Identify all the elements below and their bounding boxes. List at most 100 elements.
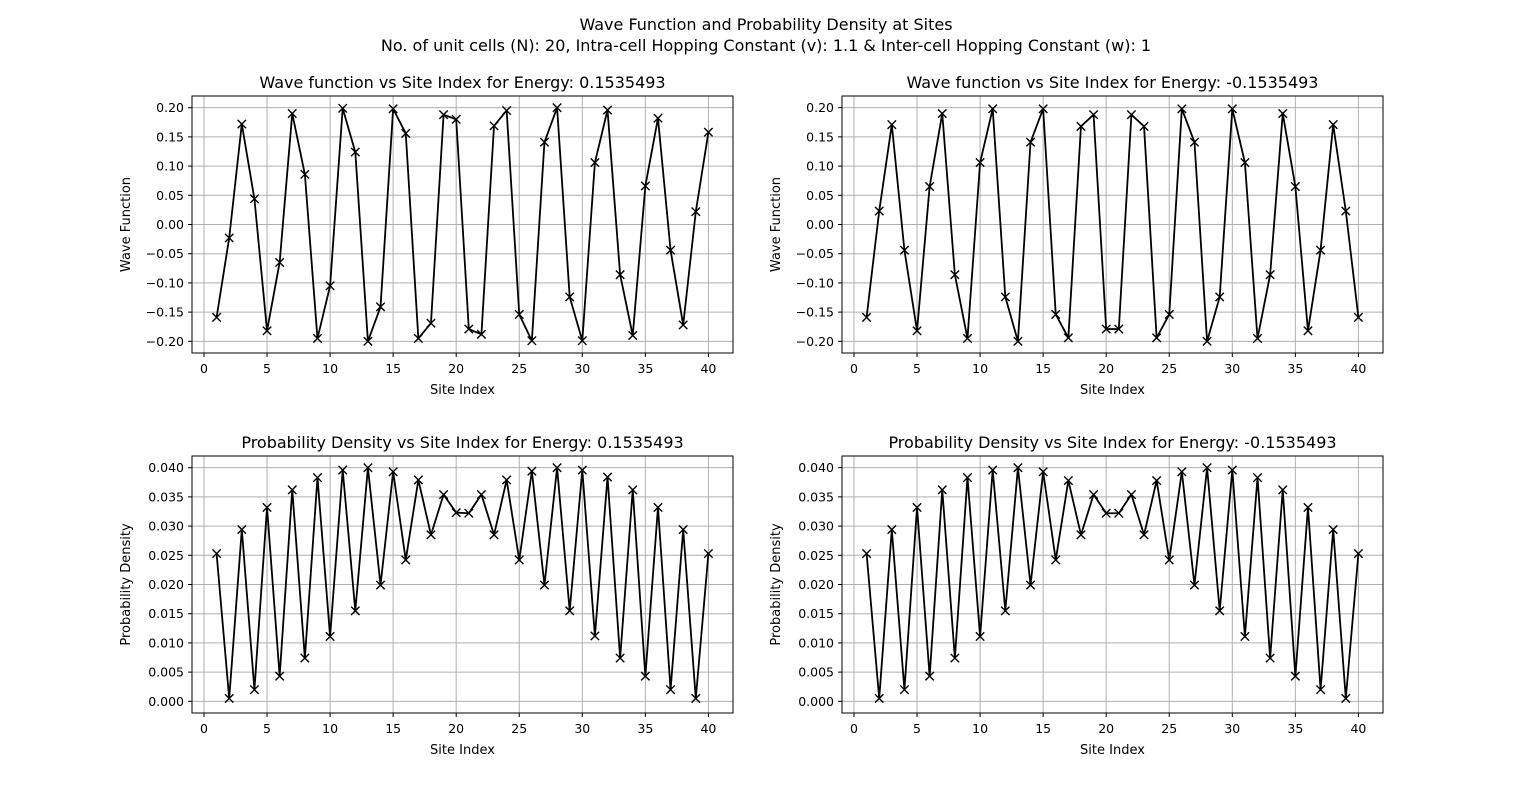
panel-0-data-point-25 (514, 309, 524, 320)
panel-1-data-point-25 (1164, 309, 1174, 320)
panel-0-data-point-30 (577, 336, 587, 346)
panel-3-data-point-29 (1214, 606, 1225, 616)
panel-3-title: Probability Density vs Site Index for En… (888, 433, 1336, 452)
panel-3-data-point-17 (1063, 475, 1074, 486)
panel-3-data-point-24 (1151, 475, 1162, 486)
panel-3-data-point-6 (924, 671, 935, 681)
panel-1-data-point-1 (861, 312, 872, 323)
panel-0-data-point-26 (527, 336, 537, 346)
panel-2-y-tick-label-0: 0.000 (148, 694, 184, 709)
panel-1-data-point-12 (1000, 292, 1011, 302)
panel-0-data-point-31 (590, 157, 600, 168)
panel-0-x-tick-label-2: 10 (322, 361, 338, 376)
panel-3-data-point-4 (899, 684, 910, 695)
panel-0-y-tick-label-6: 0.10 (156, 159, 184, 174)
panel-3-data-point-22 (1126, 489, 1137, 500)
panel-1-x-tick-label-8: 40 (1350, 361, 1366, 376)
panel-2-y-tick-label-3: 0.015 (148, 606, 184, 621)
panel-1-data-point-40 (1353, 312, 1364, 323)
figure-suptitle-line1: Wave Function and Probability Density at… (579, 15, 952, 34)
panel-0-data-point-7 (287, 108, 297, 119)
panel-3-data-point-9 (962, 472, 973, 483)
panel-1-x-tick-label-4: 20 (1098, 361, 1114, 376)
panel-2-data-point-23 (489, 530, 499, 540)
panel-1-data-point-2 (874, 206, 884, 216)
panel-0-data-point-16 (401, 128, 411, 139)
panel-0-y-tick-label-7: 0.15 (156, 129, 184, 144)
panel-3-y-tick-label-6: 0.030 (798, 519, 834, 534)
panel-3-data-point-3 (887, 524, 897, 535)
panel-3-y-axis-label: Probability Density (769, 523, 784, 646)
panel-0-data-point-14 (375, 302, 386, 312)
panel-0-data-point-24 (501, 105, 512, 116)
panel-0-data-point-11 (338, 103, 348, 113)
panel-0-data-point-15 (388, 104, 398, 114)
panel-1-data-point-28 (1202, 336, 1212, 347)
panel-3-data-point-23 (1139, 530, 1149, 540)
panel-3-data-point-32 (1252, 472, 1263, 483)
panel-3-data-point-16 (1051, 555, 1061, 565)
panel-2-data-point-9 (312, 472, 323, 483)
panel-1-data-point-31 (1240, 157, 1250, 168)
panel-2-data-point-34 (628, 485, 638, 495)
panel-0-title: Wave function vs Site Index for Energy: … (259, 73, 665, 92)
panel-1-y-tick-label-2: −0.10 (796, 275, 834, 290)
panel-3-data-point-33 (1265, 653, 1275, 663)
panel-2-data-point-27 (539, 580, 550, 590)
panel-3-y-tick-label-0: 0.000 (798, 694, 834, 709)
panel-1-x-tick-label-3: 15 (1035, 361, 1051, 376)
panel-0-x-tick-label-3: 15 (385, 361, 401, 376)
panel-2-data-point-25 (514, 555, 524, 565)
panel-1-x-tick-label-5: 25 (1161, 361, 1177, 376)
panel-1-data-point-24 (1151, 333, 1162, 343)
panel-1-data-point-26 (1177, 104, 1187, 114)
panel-2-x-tick-label-2: 10 (322, 721, 338, 736)
panel-1-x-tick-label-2: 10 (972, 361, 988, 376)
panel-3-data-point-2 (874, 693, 884, 704)
panel-1-data-point-22 (1126, 109, 1137, 120)
panel-3-data-point-13 (1013, 462, 1023, 473)
panel-0-data-point-23 (489, 121, 499, 131)
panel-3-data-point-10 (975, 631, 985, 642)
panel-1-data-point-20 (1101, 324, 1111, 334)
panel-1-data-point-5 (912, 326, 922, 336)
panel-0-data-point-9 (312, 333, 323, 344)
panel-2-data-point-26 (527, 466, 537, 476)
panel-1-y-tick-label-1: −0.15 (796, 305, 834, 320)
panel-2-series-line (215, 466, 710, 700)
panel-2-data-point-31 (590, 631, 600, 641)
panel-3-data-point-18 (1076, 530, 1086, 540)
panel-3-data-point-30 (1227, 465, 1237, 475)
panel-1-data-point-34 (1278, 108, 1288, 119)
panel-0-data-point-3 (237, 119, 247, 129)
panel-1-data-point-37 (1315, 245, 1326, 255)
panel-1-x-tick-label-7: 35 (1287, 361, 1303, 376)
panel-0-data-point-17 (413, 333, 424, 344)
panel-2-y-tick-label-4: 0.020 (148, 577, 184, 592)
panel-0-x-axis-label: Site Index (430, 383, 495, 398)
panel-1-data-point-39 (1341, 206, 1351, 216)
panel-1-x-tick-label-0: 0 (850, 361, 858, 376)
panel-0-y-tick-label-8: 0.20 (156, 100, 184, 115)
panel-0-x-tick-label-4: 20 (448, 361, 464, 376)
panel-3-data-point-7 (937, 485, 947, 495)
panel-1-data-point-10 (975, 157, 985, 168)
panel-1-data-point-33 (1265, 270, 1275, 280)
panel-3-data-point-26 (1177, 467, 1187, 477)
panel-2-y-tick-label-5: 0.025 (148, 548, 184, 563)
panel-3-data-point-21 (1114, 508, 1124, 518)
panel-3-data-point-15 (1038, 467, 1048, 477)
panel-2-data-point-17 (413, 475, 424, 485)
panel-0-data-point-5 (262, 326, 272, 336)
panel-2-x-tick-label-0: 0 (200, 721, 208, 736)
panel-0-data-point-4 (249, 194, 260, 204)
panel-2-y-tick-label-8: 0.040 (148, 460, 184, 475)
panel-3-x-tick-label-1: 5 (913, 721, 921, 736)
panel-0-data-point-38 (678, 320, 688, 330)
panel-0-data-point-32 (602, 105, 613, 115)
panel-0-data-point-21 (464, 324, 474, 334)
panel-3-x-tick-label-8: 40 (1350, 721, 1366, 736)
panel-1-data-point-15 (1038, 104, 1048, 114)
subplot-wavefunction-positive-energy: 0 5 10 15 20 25 30 35 40 −0.20 −0.15 −0.10 −0.05 0.00… (119, 73, 734, 398)
panel-2-y-tick-label-1: 0.005 (148, 665, 184, 680)
